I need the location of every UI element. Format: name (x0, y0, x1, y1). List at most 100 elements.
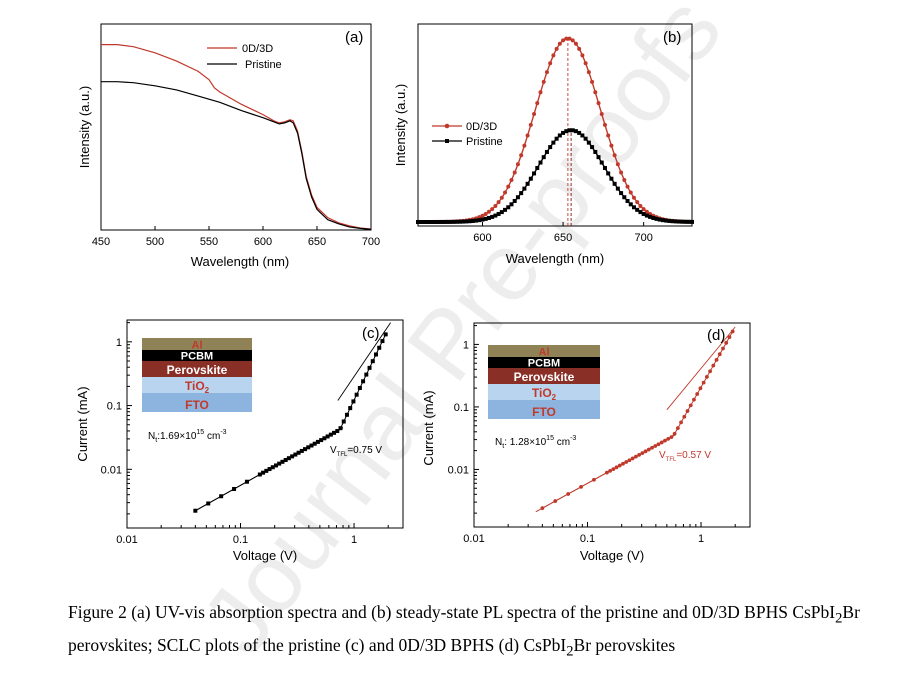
panel-b-point-pristine (490, 214, 495, 219)
panel-b-point-0d3d (548, 61, 553, 66)
panel-b-point-pristine (554, 136, 559, 141)
panel-b-point-0d3d (596, 101, 601, 106)
panel-b-point-pristine (567, 128, 572, 133)
panel-b-point-pristine (628, 202, 633, 207)
panel-c-layer-pcbm-label: PCBM (181, 351, 213, 363)
panel-b-label: (b) (663, 29, 681, 46)
panel-c-point (383, 332, 388, 337)
panel-c-point (364, 372, 369, 377)
panel-a-ylabel: Intensity (a.u.) (77, 86, 92, 168)
panel-b-point-pristine (503, 207, 508, 212)
panel-b-point-0d3d (490, 207, 495, 212)
panel-c-point (370, 359, 375, 364)
panel-c-layer-tio2 (142, 377, 252, 393)
panel-d-layer-fto (488, 400, 600, 419)
panel-b-point-0d3d (625, 184, 630, 189)
panel-d-point (685, 409, 690, 413)
panel-c-ytick-label: 1 (116, 337, 122, 349)
panel-b-point-0d3d (486, 209, 491, 214)
panel-d-layer-pcbm (488, 357, 600, 368)
panel-d-point (698, 386, 703, 391)
panel-c-point (338, 426, 343, 431)
panel-b-point-0d3d (535, 101, 540, 106)
panel-b-point-pristine (548, 145, 553, 150)
panel-c-layer-al-label: Al (192, 340, 203, 352)
panel-b-point-0d3d (522, 143, 527, 148)
panel-a-frame (100, 23, 372, 231)
panel-b-point-pristine (457, 219, 462, 224)
panel-d-trap-density: Nt: 1.28×1015 cm-3 (495, 435, 576, 450)
panel-c-point (341, 419, 346, 424)
panel-b-point-pristine (683, 219, 688, 224)
legend-b-0d3d-marker (444, 123, 450, 129)
panel-d-ylabel: Current (mA) (421, 390, 436, 465)
panel-b-point-0d3d (628, 190, 633, 195)
panel-b-point-pristine (422, 219, 427, 224)
panel-b-point-0d3d (631, 195, 636, 200)
panel-c-series (193, 322, 391, 513)
panel-b-point-0d3d (561, 38, 566, 43)
panel-b-point-0d3d (515, 162, 520, 167)
panel-b-point-0d3d (570, 38, 575, 43)
panel-b-point-pristine (599, 160, 604, 165)
panel-b-point-pristine (686, 219, 691, 224)
panel-d-series (535, 326, 736, 513)
panel-b-point-0d3d (506, 184, 511, 189)
panel-b-point-pristine (673, 219, 678, 224)
panel-c-layer-fto (142, 393, 252, 412)
panel-c-trap-density: Nt:1.69×1015 cm-3 (148, 429, 227, 444)
panel-b-point-0d3d (496, 200, 501, 205)
panel-c-layer-tio2-label: TiO2 (185, 379, 210, 395)
panel-c-xtick-label: 1 (351, 534, 357, 546)
panel-b-point-pristine (619, 191, 624, 196)
panel-b-point-pristine (580, 133, 585, 138)
panel-b-point-0d3d (638, 203, 643, 208)
panel-c-label: (c) (362, 325, 380, 342)
panel-b-point-pristine (648, 214, 653, 219)
panel-b-point-pristine (557, 133, 562, 138)
panel-b-legend: 0D/3D Pristine (432, 121, 503, 148)
panel-b-point-pristine (438, 219, 443, 224)
panel-b-point-0d3d (554, 46, 559, 51)
panel-d-point (675, 426, 680, 430)
panel-b-point-0d3d (619, 170, 624, 175)
panel-a-xtick-label: 500 (146, 236, 164, 248)
panel-b-point-0d3d (551, 53, 556, 58)
panel-d-layer-perovskite-label: Perovskite (514, 370, 575, 384)
panel-c-fit-line (195, 427, 344, 512)
panel-a-xtick-label: 550 (200, 236, 218, 248)
panel-b-point-pristine (454, 219, 459, 224)
watermark: Journal Pre-proofs (181, 0, 742, 673)
panel-d-point (727, 335, 732, 340)
panel-b-point-0d3d (583, 61, 588, 66)
panel-d-point (692, 397, 696, 402)
panel-b-point-pristine (570, 128, 575, 133)
panel-d-point (701, 380, 706, 385)
panel-c-layer-perovskite-label: Perovskite (167, 363, 228, 377)
panel-b-point-pristine (483, 216, 488, 221)
panel-b-point-0d3d (525, 133, 530, 138)
panel-d-point (679, 420, 683, 425)
panel-d-point (708, 369, 712, 374)
panel-b-point-pristine (532, 171, 537, 176)
panel-a-xtick-label: 600 (254, 236, 272, 248)
panel-b-point-pristine (522, 186, 527, 191)
panel-b-point-pristine (496, 211, 501, 216)
panel-c-layer-al (142, 338, 252, 350)
panel-d-ytick-label: 0.1 (454, 402, 469, 414)
panel-d-ytick-label: 1 (463, 339, 469, 351)
panel-b-point-0d3d (480, 213, 485, 218)
panel-b-point-pristine (664, 218, 669, 223)
figure-caption: Figure 2 (a) UV-vis absorption spectra a… (68, 602, 860, 659)
panel-b-point-0d3d (577, 46, 582, 51)
panel-d-layer-al-label: Al (539, 347, 550, 359)
legend-pristine-label: Pristine (245, 59, 282, 71)
panel-b-point-pristine (596, 155, 601, 160)
panel-b-point-pristine (474, 218, 479, 223)
panel-b-point-pristine (583, 136, 588, 141)
panel-d-label: (d) (707, 327, 725, 344)
panel-b-point-pristine (651, 215, 656, 220)
panel-b-point-0d3d (606, 133, 611, 138)
panel-b-point-pristine (419, 219, 424, 224)
panel-b-point-pristine (644, 213, 649, 218)
